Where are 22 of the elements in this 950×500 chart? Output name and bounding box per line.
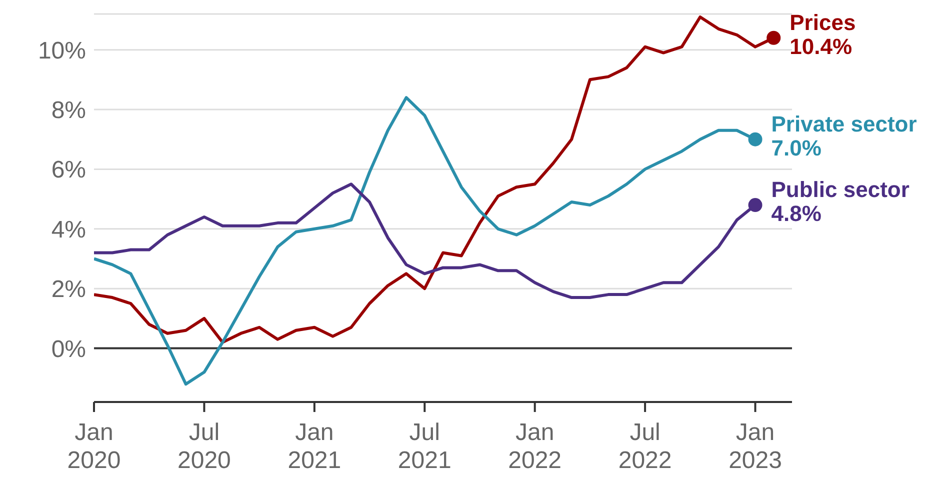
x-tick-label: Jan 2020 xyxy=(67,419,121,474)
series-label: Prices xyxy=(790,10,856,35)
series-label: Public sector xyxy=(771,177,910,202)
x-tick-label: Jan 2021 xyxy=(288,419,342,474)
point xyxy=(748,132,762,146)
point xyxy=(748,198,762,212)
data-label: 10.4% xyxy=(790,34,852,59)
y-tick-label: 8% xyxy=(51,97,86,124)
y-tick-label: 10% xyxy=(38,37,86,64)
x-tick-label: Jul 2020 xyxy=(178,419,231,474)
x-tick-label: Jul 2022 xyxy=(618,419,672,474)
y-tick-label: 4% xyxy=(51,216,86,244)
x-tick-label: Jan 2022 xyxy=(508,419,562,474)
y-tick-label: 2% xyxy=(51,276,86,304)
data-label: 4.8% xyxy=(771,201,822,226)
y-tick-label: 6% xyxy=(51,156,86,184)
x-tick-label: Jul 2021 xyxy=(398,419,452,474)
series-label: Private sector xyxy=(771,111,918,136)
point xyxy=(766,30,781,45)
data-label: 7.0% xyxy=(771,135,822,160)
x-tick-label: Jan 2023 xyxy=(728,419,782,474)
y-tick-label: 0% xyxy=(51,336,86,363)
